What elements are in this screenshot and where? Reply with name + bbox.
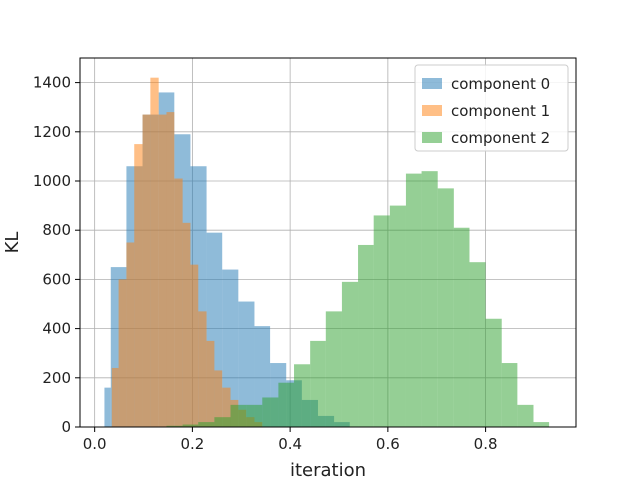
histogram-bar	[230, 404, 247, 427]
histogram-bar	[158, 114, 167, 427]
histogram-bar	[214, 370, 223, 427]
legend: component 0 component 1 component 2	[414, 64, 569, 152]
histogram-bar	[126, 242, 135, 427]
series-1-bars	[111, 77, 263, 428]
histogram-bar	[104, 387, 111, 427]
histogram-bar	[421, 171, 438, 427]
histogram-bar	[501, 363, 518, 427]
histogram-bar	[453, 227, 470, 427]
y-axis-label: KL	[2, 232, 23, 254]
y-tick-label: 600	[42, 270, 71, 288]
series-2-bars	[166, 171, 550, 427]
x-tick-label: 0.8	[474, 435, 498, 453]
axis-ticks: 0.0 0.2 0.4 0.6 0.8 0 200 400 600 800 1000 1200 1400	[33, 74, 498, 453]
histogram-bar	[142, 114, 151, 427]
histogram-bars	[104, 77, 550, 428]
histogram-bar	[118, 279, 127, 427]
x-tick-label: 0.0	[83, 435, 107, 453]
histogram-bar	[190, 264, 199, 427]
histogram-bar	[437, 188, 454, 427]
histogram-bar	[238, 301, 255, 427]
y-tick-label: 200	[42, 369, 71, 387]
y-tick-label: 1400	[33, 74, 71, 92]
y-tick-label: 800	[42, 221, 71, 239]
histogram-bar	[389, 205, 406, 427]
histogram-bar	[485, 318, 502, 427]
legend-swatch	[422, 78, 442, 89]
histogram-bar	[358, 244, 374, 427]
legend-label: component 0	[451, 75, 550, 93]
histogram-bar	[278, 382, 295, 427]
legend-label: component 2	[451, 129, 550, 147]
x-tick-label: 0.2	[180, 435, 204, 453]
histogram-bar	[294, 364, 311, 427]
histogram-bar	[198, 311, 207, 427]
histogram-bar	[182, 424, 199, 427]
histogram-bar	[469, 262, 486, 427]
histogram-bar	[198, 422, 215, 427]
histogram-bar	[134, 144, 143, 427]
histogram-bar	[150, 77, 159, 428]
x-tick-label: 0.6	[376, 435, 400, 453]
plot-frame	[79, 57, 577, 428]
histogram-bar	[214, 417, 231, 427]
histogram-bar	[174, 178, 183, 427]
histogram-bar	[405, 173, 422, 427]
histogram-bar	[166, 112, 175, 428]
legend-swatch	[422, 105, 442, 116]
histogram-bar	[310, 340, 326, 427]
y-tick-label: 1200	[33, 123, 71, 141]
histogram-bar	[262, 397, 279, 427]
histogram-bar	[325, 311, 342, 427]
x-axis-label: iteration	[290, 460, 366, 480]
legend-box	[414, 64, 569, 152]
legend-label: component 1	[451, 102, 550, 120]
legend-swatch	[422, 132, 442, 143]
histogram-bar	[222, 387, 231, 427]
histogram-bar	[341, 281, 359, 427]
y-tick-label: 1000	[33, 172, 71, 190]
histogram-bar	[517, 404, 534, 427]
histogram-bar	[182, 222, 191, 427]
y-tick-label: 0	[61, 418, 71, 436]
y-tick-label: 400	[42, 320, 71, 338]
histogram-bar	[246, 404, 263, 427]
histogram-bar	[166, 425, 183, 427]
x-tick-label: 0.4	[278, 435, 302, 453]
histogram-bar	[373, 215, 390, 427]
histogram-bar	[533, 422, 550, 427]
histogram-bar	[111, 367, 119, 427]
histogram-bar	[206, 340, 215, 427]
